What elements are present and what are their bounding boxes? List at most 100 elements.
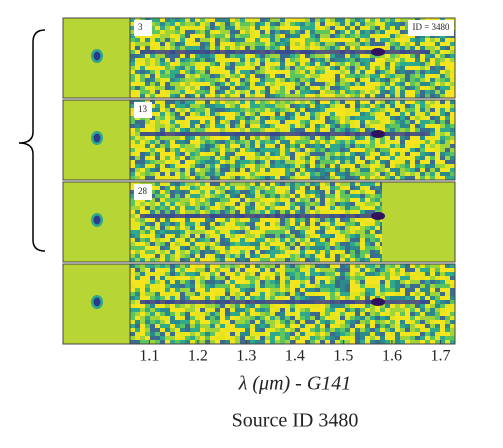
noise-cell — [355, 316, 360, 320]
noise-cell — [315, 30, 320, 34]
noise-cell — [160, 186, 165, 190]
noise-cell — [135, 226, 140, 230]
noise-cell — [355, 324, 360, 328]
noise-cell — [305, 120, 310, 124]
noise-cell — [130, 152, 135, 156]
noise-cell — [245, 206, 250, 210]
noise-cell — [300, 332, 305, 336]
noise-cell — [340, 86, 345, 90]
noise-cell — [405, 324, 410, 328]
noise-cell — [240, 160, 245, 164]
noise-cell — [170, 128, 175, 132]
noise-cell — [330, 182, 335, 186]
noise-cell — [415, 164, 420, 168]
noise-cell — [220, 26, 225, 30]
noise-cell — [375, 86, 380, 90]
noise-cell — [180, 128, 185, 132]
spectral-trace — [140, 50, 430, 54]
noise-cell — [265, 26, 270, 30]
noise-cell — [265, 70, 270, 74]
noise-cell — [315, 190, 320, 194]
noise-cell — [375, 58, 380, 62]
noise-cell — [240, 222, 245, 226]
noise-cell — [145, 78, 150, 82]
noise-cell — [410, 160, 415, 164]
noise-cell — [180, 164, 185, 168]
noise-cell — [295, 30, 300, 34]
noise-cell — [250, 54, 255, 58]
noise-cell — [345, 148, 350, 152]
noise-cell — [340, 182, 345, 186]
noise-cell — [360, 308, 365, 312]
noise-cell — [435, 296, 440, 300]
noise-cell — [240, 140, 245, 144]
noise-cell — [425, 74, 430, 78]
noise-cell — [395, 70, 400, 74]
noise-cell — [250, 108, 255, 112]
noise-cell — [360, 272, 365, 276]
noise-cell — [400, 116, 405, 120]
noise-cell — [315, 86, 320, 90]
noise-cell — [420, 140, 425, 144]
noise-cell — [130, 292, 135, 296]
noise-cell — [225, 222, 230, 226]
noise-cell — [450, 58, 455, 62]
noise-cell — [330, 46, 335, 50]
noise-cell — [395, 34, 400, 38]
noise-cell — [230, 186, 235, 190]
noise-cell — [225, 140, 230, 144]
noise-cell — [140, 222, 145, 226]
noise-cell — [135, 340, 140, 344]
noise-cell — [380, 112, 385, 116]
noise-cell — [135, 136, 140, 140]
noise-cell — [435, 58, 440, 62]
noise-cell — [280, 120, 285, 124]
noise-cell — [325, 230, 330, 234]
noise-cell — [140, 136, 145, 140]
noise-cell — [180, 66, 185, 70]
noise-cell — [215, 280, 220, 284]
noise-cell — [150, 312, 155, 316]
noise-cell — [430, 38, 435, 42]
noise-cell — [145, 222, 150, 226]
noise-cell — [170, 136, 175, 140]
noise-cell — [205, 58, 210, 62]
noise-cell — [400, 42, 405, 46]
noise-cell — [215, 38, 220, 42]
noise-cell — [300, 340, 305, 344]
noise-cell — [280, 86, 285, 90]
noise-cell — [135, 292, 140, 296]
noise-cell — [140, 316, 145, 320]
noise-cell — [210, 258, 215, 262]
noise-cell — [280, 54, 285, 58]
noise-cell — [305, 186, 310, 190]
noise-cell — [140, 296, 145, 300]
noise-cell — [175, 38, 180, 42]
noise-cell — [310, 210, 315, 214]
noise-cell — [320, 74, 325, 78]
noise-cell — [240, 320, 245, 324]
noise-cell — [375, 230, 380, 234]
noise-cell — [285, 140, 290, 144]
noise-cell — [285, 234, 290, 238]
noise-cell — [170, 112, 175, 116]
noise-cell — [385, 124, 390, 128]
noise-cell — [275, 74, 280, 78]
noise-cell — [295, 104, 300, 108]
noise-cell — [415, 296, 420, 300]
noise-cell — [375, 90, 380, 94]
noise-cell — [245, 198, 250, 202]
noise-cell — [350, 272, 355, 276]
noise-cell — [370, 22, 375, 26]
noise-cell — [425, 288, 430, 292]
noise-cell — [450, 152, 455, 156]
noise-cell — [405, 108, 410, 112]
noise-cell — [215, 264, 220, 268]
noise-cell — [165, 226, 170, 230]
noise-cell — [220, 38, 225, 42]
noise-cell — [180, 194, 185, 198]
noise-cell — [340, 186, 345, 190]
noise-cell — [160, 70, 165, 74]
noise-cell — [280, 186, 285, 190]
noise-cell — [150, 202, 155, 206]
